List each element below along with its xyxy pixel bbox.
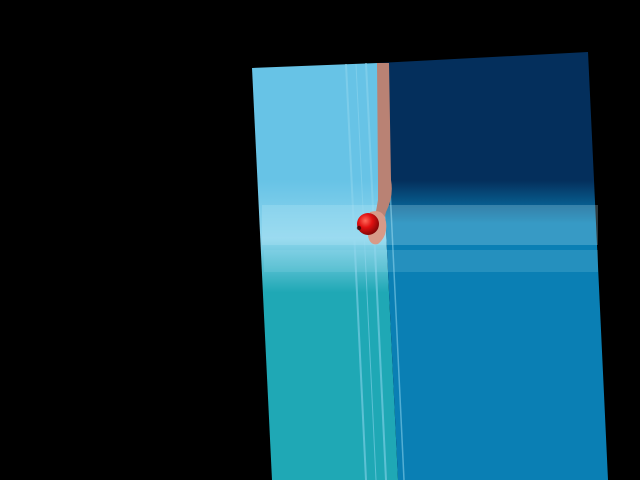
red-ball-icon [356, 213, 379, 235]
right-wall-panel [378, 52, 608, 480]
arm [372, 63, 392, 236]
glare-band-lower [264, 250, 598, 272]
glare-band [262, 205, 598, 245]
